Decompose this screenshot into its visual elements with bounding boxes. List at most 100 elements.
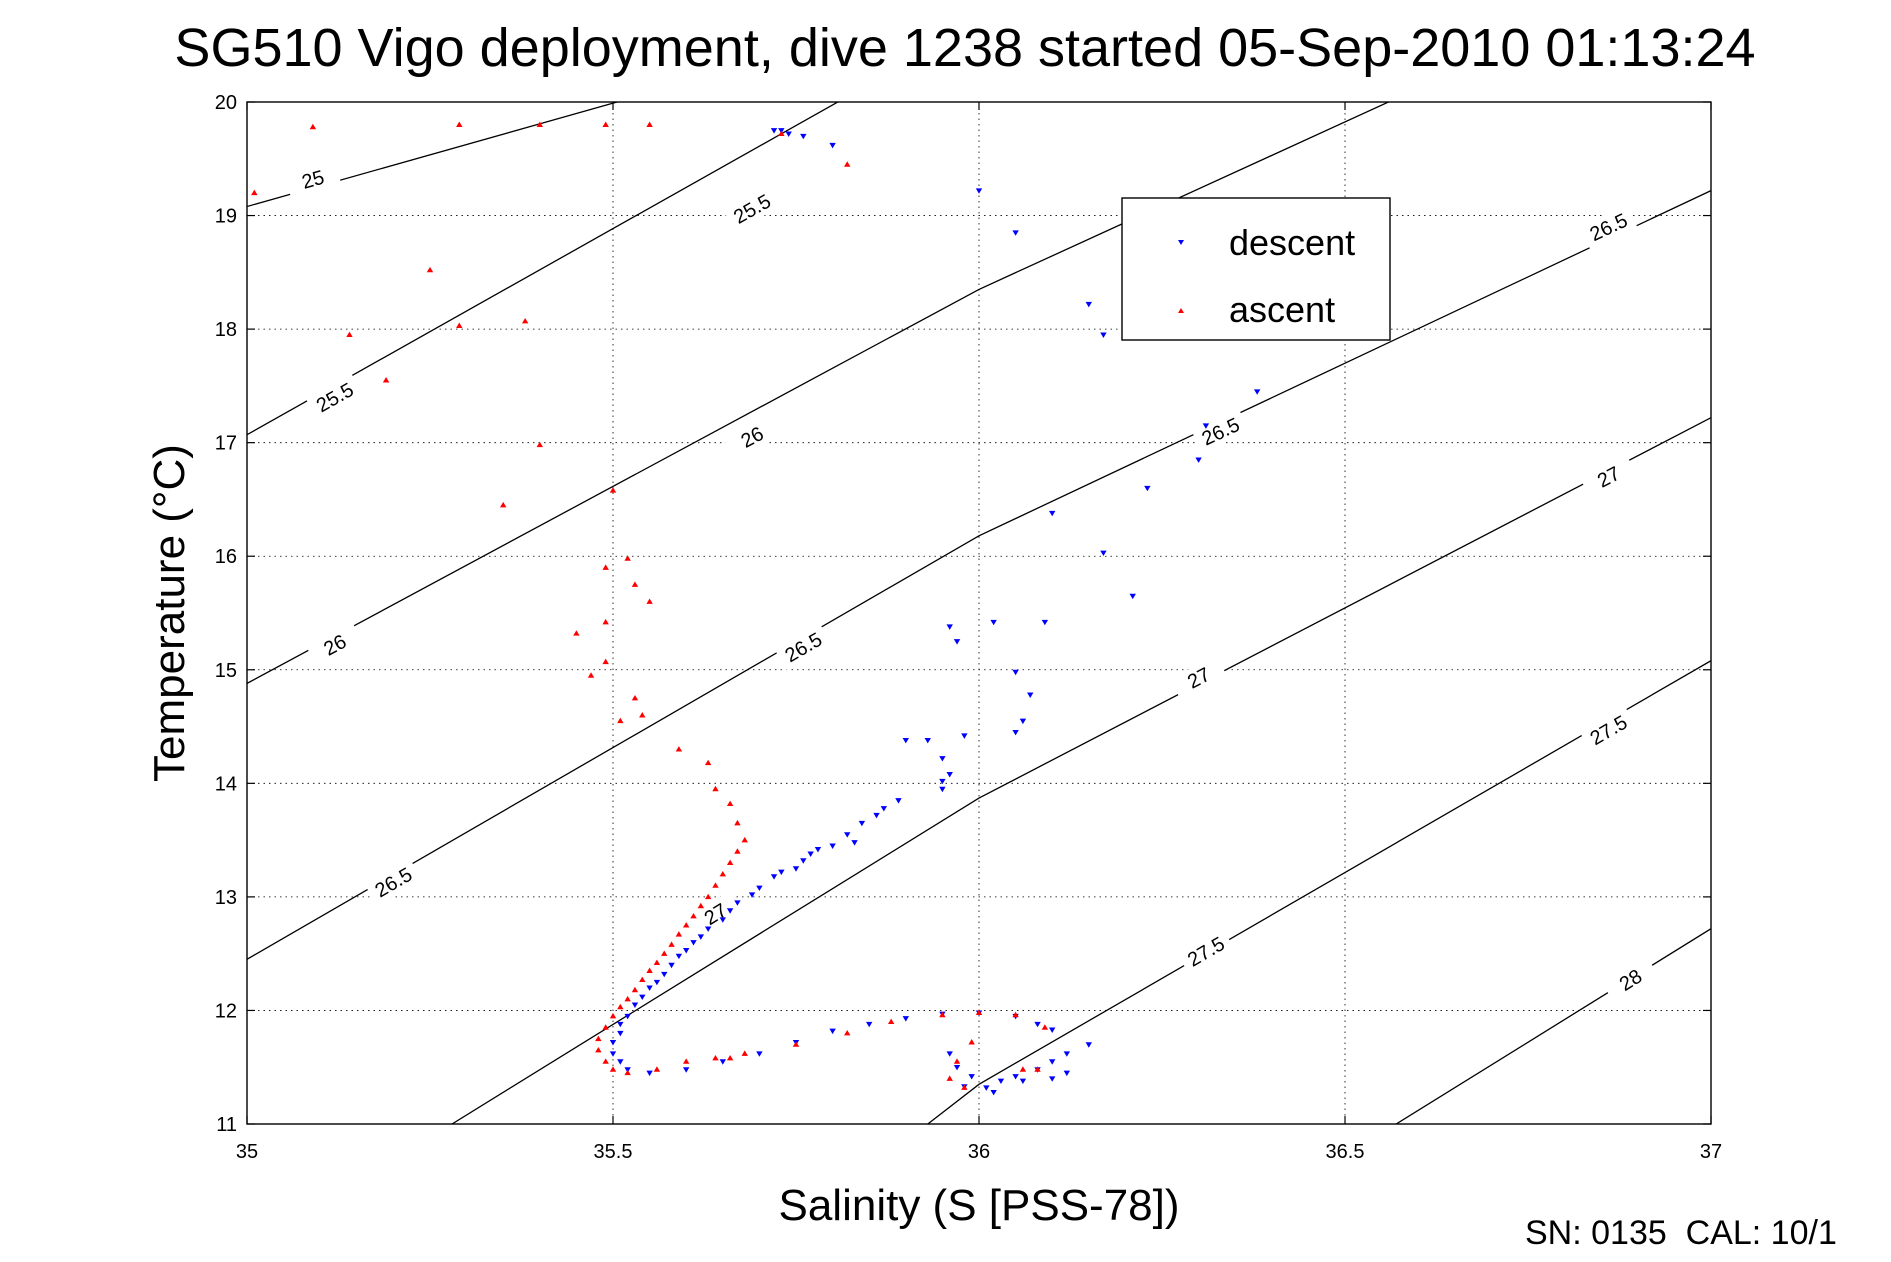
ascent-point: [456, 322, 463, 328]
descent-point: [770, 874, 778, 880]
ascent-point: [778, 130, 785, 137]
ascent-point: [968, 1039, 975, 1045]
ascent-point: [887, 1018, 895, 1025]
ascent-point: [624, 995, 631, 1002]
descent-point: [1012, 1074, 1019, 1080]
ascent-point: [697, 902, 705, 909]
legend-ascent-label: ascent: [1229, 289, 1335, 330]
x-tick-labels: 35 35.5 36 36.5 37: [236, 1141, 1722, 1163]
descent-point: [1041, 619, 1049, 626]
ascent-point: [646, 598, 653, 604]
ascent-point: [844, 1029, 851, 1036]
ascent-point: [741, 836, 748, 843]
descent-point: [1012, 729, 1019, 736]
descent-point: [953, 1064, 961, 1071]
ascent-point: [939, 1011, 946, 1018]
descent-point: [778, 869, 785, 876]
ascent-point: [719, 870, 726, 877]
descent-point: [807, 851, 814, 857]
chart-title: SG510 Vigo deployment, dive 1238 started…: [174, 18, 1755, 78]
isopycnal-label-gap: [723, 414, 781, 460]
ascent-point: [609, 1012, 617, 1019]
ascent-point: [631, 581, 639, 587]
descent-point: [814, 846, 822, 853]
descent-point: [734, 900, 741, 906]
descent-point: [617, 1021, 624, 1028]
descent-point: [997, 1078, 1005, 1085]
isopycnal-label-gap: [1580, 706, 1638, 754]
plot-area: [247, 102, 1711, 1124]
isopycnal-label-gap: [1177, 927, 1235, 975]
ascent-point: [309, 123, 317, 130]
isopycnal-label-gap: [306, 374, 364, 421]
descent-point: [1012, 669, 1019, 676]
ascent-point: [587, 672, 595, 678]
ascent-point: [653, 959, 661, 965]
x-tick-label: 35.5: [594, 1141, 633, 1163]
descent-point: [858, 820, 866, 827]
ascent-point: [631, 694, 639, 701]
isopycnal-label-gap: [1602, 955, 1659, 1004]
descent-point: [829, 843, 836, 849]
descent-point: [756, 885, 763, 892]
descent-point: [1129, 593, 1136, 600]
ascent-point: [646, 121, 653, 127]
ascent-point: [975, 1009, 983, 1015]
ascent-point: [668, 941, 675, 947]
isopycnal-label-gap: [1579, 204, 1638, 249]
serial-calibration-footer: SN: 0135 CAL: 10/1: [1525, 1214, 1837, 1252]
descent-point: [609, 1040, 617, 1046]
legend: descent ascent: [1121, 197, 1391, 341]
descent-point: [1144, 485, 1151, 492]
isopycnal-line-25.5: [247, 102, 840, 436]
descent-point: [683, 948, 690, 954]
descent-point: [1019, 718, 1027, 725]
descent-point: [902, 1016, 909, 1022]
descent-point: [902, 737, 909, 744]
descent-point: [1195, 457, 1202, 463]
descent-point: [866, 1021, 873, 1028]
ascent-point: [1019, 1066, 1027, 1072]
ascent-point: [683, 922, 690, 928]
isopycnal-line-26.5: [247, 190, 1711, 960]
ascent-point: [675, 746, 683, 752]
ascent-point: [704, 759, 712, 766]
ascent-point: [602, 564, 609, 570]
ascent-point: [726, 859, 734, 866]
ascent-point: [521, 317, 529, 324]
y-tick-label: 12: [215, 1000, 237, 1022]
descent-point: [961, 733, 968, 739]
ascent-point: [961, 1084, 968, 1090]
descent-point: [1085, 301, 1092, 308]
isopycnal-label-gap: [1579, 454, 1638, 500]
descent-point: [624, 1013, 631, 1020]
descent-point: [683, 1067, 690, 1073]
descent-point: [895, 798, 902, 804]
ascent-point: [602, 121, 609, 127]
descent-point: [1049, 1027, 1056, 1033]
descent-point: [617, 1059, 624, 1065]
ascent-point: [734, 848, 741, 854]
ascent-point: [639, 712, 646, 718]
descent-point: [990, 619, 997, 626]
descent-point: [1202, 423, 1210, 429]
isopycnal-label-gap: [306, 621, 364, 668]
ascent-point: [609, 1066, 617, 1072]
descent-point: [675, 953, 683, 960]
ascent-point: [631, 986, 639, 993]
descent-point: [617, 1030, 624, 1037]
descent-point: [953, 639, 961, 645]
y-tick-label: 15: [215, 660, 237, 682]
isopycnal-line-28: [1395, 928, 1711, 1124]
descent-point: [1100, 550, 1107, 557]
ascent-point: [792, 1041, 800, 1047]
descent-point: [873, 812, 880, 819]
y-tick-label: 13: [215, 887, 237, 909]
descent-point: [690, 940, 697, 946]
legend-descent-marker: [1178, 240, 1184, 245]
ascent-point: [500, 501, 507, 508]
isopycnal-label-gap: [774, 623, 832, 671]
ascent-point: [646, 967, 653, 973]
ascent-point: [602, 658, 609, 665]
ascent-point: [346, 331, 353, 338]
